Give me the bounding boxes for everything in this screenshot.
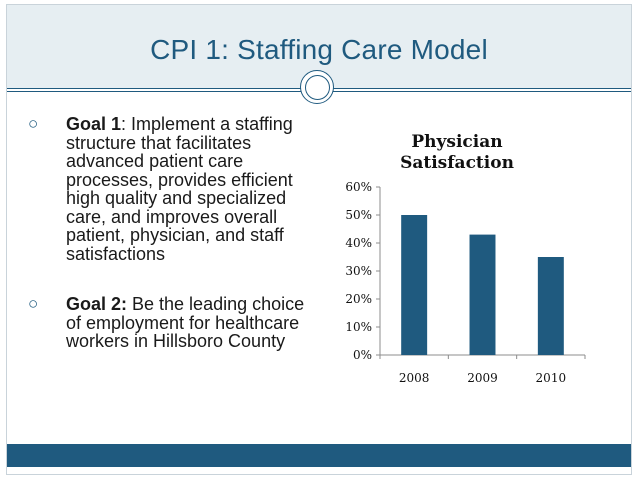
y-tick-label: 10%: [345, 320, 372, 334]
goal-2-item: ○ Goal 2: Be the leading choice of emplo…: [28, 295, 318, 351]
y-tick-label: 60%: [345, 180, 372, 194]
bar-series: [401, 215, 564, 355]
x-tick-label: 2008: [399, 371, 430, 385]
x-tick-label: 2010: [536, 371, 567, 385]
chart-title-line-1: Physician: [411, 132, 502, 152]
y-tick-label: 0%: [353, 348, 372, 362]
y-tick-label: 30%: [345, 264, 372, 278]
y-tick-label: 50%: [345, 208, 372, 222]
goal-1-item: ○ Goal 1: Implement a staffing structure…: [28, 115, 318, 263]
goal-1-description: Implement a staffing structure that faci…: [66, 114, 293, 264]
x-axis: 2008 2009 2010: [379, 354, 586, 385]
slide-frame: [6, 4, 632, 475]
y-tick-label: 20%: [345, 292, 372, 306]
circle-ornament-icon: [300, 70, 334, 104]
goal-1-text: Goal 1: Implement a staffing structure t…: [66, 115, 318, 263]
goal-2-description: Be the leading choice of employment for …: [66, 294, 305, 351]
goal-2-label: Goal 2:: [66, 294, 128, 314]
goals-list: ○ Goal 1: Implement a staffing structure…: [28, 115, 318, 373]
physician-satisfaction-chart: Physician Satisfaction 0% 10% 20% 30% 40% 50%…: [345, 132, 586, 385]
y-axis: 0% 10% 20% 30% 40% 50% 60%: [345, 180, 381, 362]
circle-bullet-icon: ○: [28, 294, 39, 313]
goal-2-text: Goal 2: Be the leading choice of employm…: [66, 295, 318, 351]
y-tick-label: 40%: [345, 236, 372, 250]
chart-title-line-2: Satisfaction: [400, 153, 514, 173]
slide-title: CPI 1: Staffing Care Model: [150, 34, 488, 65]
bar-2009: [469, 234, 496, 355]
circle-bullet-icon: ○: [28, 114, 39, 133]
x-tick-label: 2009: [467, 371, 498, 385]
bar-2010: [537, 257, 564, 355]
circle-ornament-inner: [305, 75, 330, 100]
goal-1-separator: :: [121, 114, 127, 134]
footer-band: [7, 444, 631, 467]
bar-2008: [401, 215, 428, 355]
goal-1-label: Goal 1: [66, 114, 122, 134]
